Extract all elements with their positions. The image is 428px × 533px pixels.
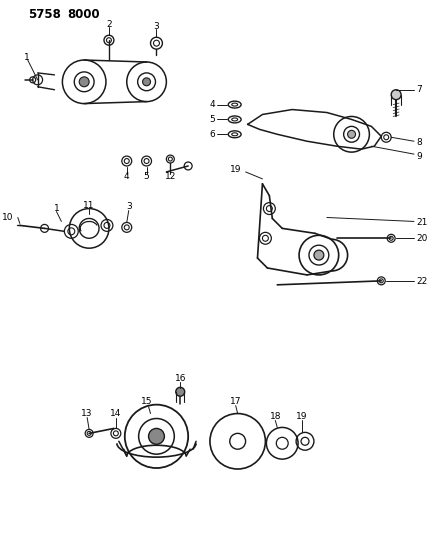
- Text: 7: 7: [416, 85, 422, 94]
- Text: 13: 13: [81, 409, 93, 418]
- Text: 1: 1: [54, 204, 59, 213]
- Text: 12: 12: [165, 172, 176, 181]
- Text: 19: 19: [296, 412, 308, 421]
- Circle shape: [391, 90, 401, 100]
- Text: 6: 6: [209, 130, 215, 139]
- Text: 8000: 8000: [67, 8, 100, 21]
- Text: 15: 15: [141, 397, 152, 406]
- Text: 3: 3: [154, 22, 159, 31]
- Text: 9: 9: [416, 151, 422, 160]
- Text: 22: 22: [416, 277, 427, 286]
- Circle shape: [314, 250, 324, 260]
- Text: 19: 19: [230, 165, 242, 174]
- Text: 16: 16: [175, 374, 186, 383]
- Text: 8: 8: [416, 138, 422, 147]
- Text: 5: 5: [144, 172, 149, 181]
- Circle shape: [149, 429, 164, 445]
- Circle shape: [176, 387, 185, 396]
- Text: 4: 4: [124, 172, 130, 181]
- Circle shape: [348, 131, 356, 138]
- Text: 1: 1: [24, 53, 30, 61]
- Text: 18: 18: [270, 412, 281, 421]
- Text: 21: 21: [416, 218, 427, 227]
- Text: 11: 11: [83, 201, 95, 210]
- Text: 4: 4: [209, 100, 215, 109]
- Text: 10: 10: [3, 213, 14, 222]
- Text: 2: 2: [106, 20, 112, 29]
- Text: 20: 20: [416, 234, 427, 243]
- Text: 3: 3: [126, 202, 132, 211]
- Text: 14: 14: [110, 409, 122, 418]
- Text: 5758: 5758: [28, 8, 61, 21]
- Text: 17: 17: [230, 397, 241, 406]
- Circle shape: [143, 78, 151, 86]
- Text: 5: 5: [209, 115, 215, 124]
- Circle shape: [79, 77, 89, 87]
